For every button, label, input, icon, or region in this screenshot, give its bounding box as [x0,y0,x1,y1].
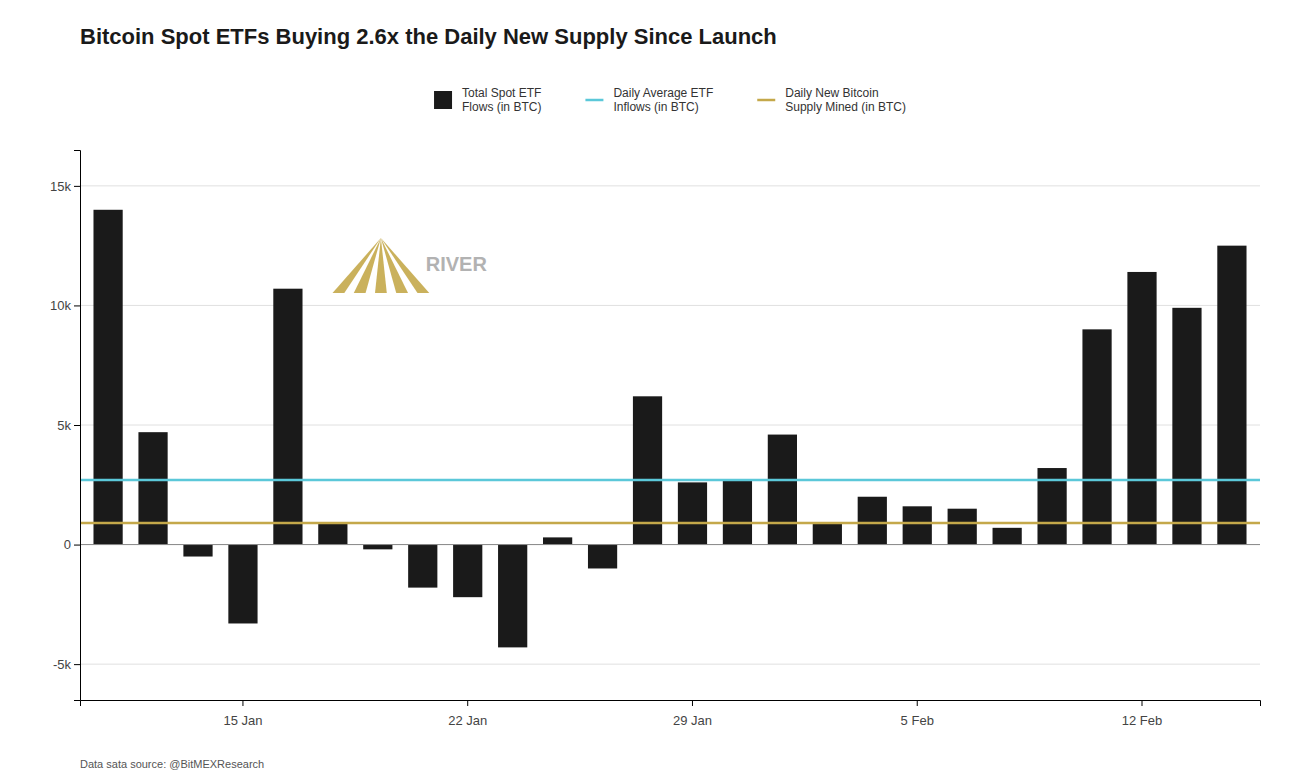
y-tick-label: 10k [50,298,71,313]
grid-line [80,185,1260,186]
bar [1217,246,1246,545]
x-tick: 22 Jan [448,700,487,728]
y-tick-mark [74,425,80,426]
legend-item: Daily Average ETFInflows (in BTC) [585,86,713,114]
bar [498,545,527,648]
bar [723,480,752,545]
bar [1172,308,1201,545]
y-tick: 5k [57,418,80,433]
bar [93,210,122,545]
bar [948,509,977,545]
plot-area [80,210,1260,648]
bar [543,537,572,544]
legend-swatch [757,99,775,102]
x-tick: 15 Jan [223,700,262,728]
x-tick-mark [917,700,918,706]
bar [183,545,212,557]
bar [1127,272,1156,545]
y-tick-mark [74,545,80,546]
bar [363,545,392,550]
chart: -5k 0 5k 10k 15k 15 Jan 22 Jan 29 Jan 5 Feb 12 Fe… [0,0,1300,780]
grid-line [80,544,1260,545]
reference-line [80,479,1260,482]
legend-item: Daily New BitcoinSupply Mined (in BTC) [757,86,906,114]
bar [138,432,167,544]
x-tick-mark [467,700,468,706]
subtitle: Data sata source: @BitMEXResearch [80,758,264,770]
x-tick-mark [242,700,243,706]
x-tick-label: 29 Jan [673,713,712,728]
y-tick: 10k [50,298,80,313]
bar [678,482,707,544]
bar [273,289,302,545]
bar [408,545,437,588]
watermark-logo [381,238,429,293]
watermark-logo [333,238,381,293]
legend-label: Daily Average ETFInflows (in BTC) [613,86,713,114]
x-axis: 15 Jan 22 Jan 29 Jan 5 Feb 12 Feb [81,700,1261,728]
grid-line [80,305,1260,306]
y-tick-label: 5k [57,418,71,433]
x-tick-label: 5 Feb [901,713,934,728]
y-tick-label: 15k [50,179,71,194]
bar [228,545,257,624]
watermark-text: RIVER [426,253,488,275]
x-tick: 29 Jan [673,700,712,728]
y-tick-label: 0 [64,537,71,552]
y-tick: -5k [53,657,80,672]
legend-swatch [585,99,603,102]
grid-line [80,664,1260,665]
bar [903,506,932,544]
watermark: RIVER [333,238,488,293]
bar [768,435,797,545]
watermark-logo [375,238,387,293]
y-axis: -5k 0 5k 10k 15k [50,151,80,701]
x-axis-line [81,701,1261,707]
title: Bitcoin Spot ETFs Buying 2.6x the Daily … [80,24,777,49]
legend-swatch [434,91,452,109]
bar [858,497,887,545]
bar [453,545,482,598]
y-tick-mark [74,664,80,665]
bar [993,528,1022,545]
legend-item: Total Spot ETFFlows (in BTC) [434,86,541,114]
bar [588,545,617,569]
zero-line [80,544,1260,545]
y-tick-mark [74,186,80,187]
y-axis-line [74,151,81,701]
bar [813,523,842,545]
x-tick-mark [692,700,693,706]
y-tick-mark [74,305,80,306]
x-tick-label: 22 Jan [448,713,487,728]
bar [318,523,347,545]
y-tick: 0 [64,537,80,552]
reference-line [80,522,1260,525]
x-tick-label: 12 Feb [1122,713,1162,728]
bar [1082,329,1111,544]
y-tick-label: -5k [53,657,72,672]
legend-label: Daily New BitcoinSupply Mined (in BTC) [785,86,906,114]
x-tick-mark [1142,700,1143,706]
legend: Total Spot ETFFlows (in BTC) Daily Averag… [434,86,906,114]
y-tick: 15k [50,179,80,194]
legend-label: Total Spot ETFFlows (in BTC) [462,86,541,114]
grid [80,186,1260,664]
x-tick-label: 15 Jan [223,713,262,728]
x-tick: 12 Feb [1122,700,1162,728]
x-tick: 5 Feb [901,700,934,728]
